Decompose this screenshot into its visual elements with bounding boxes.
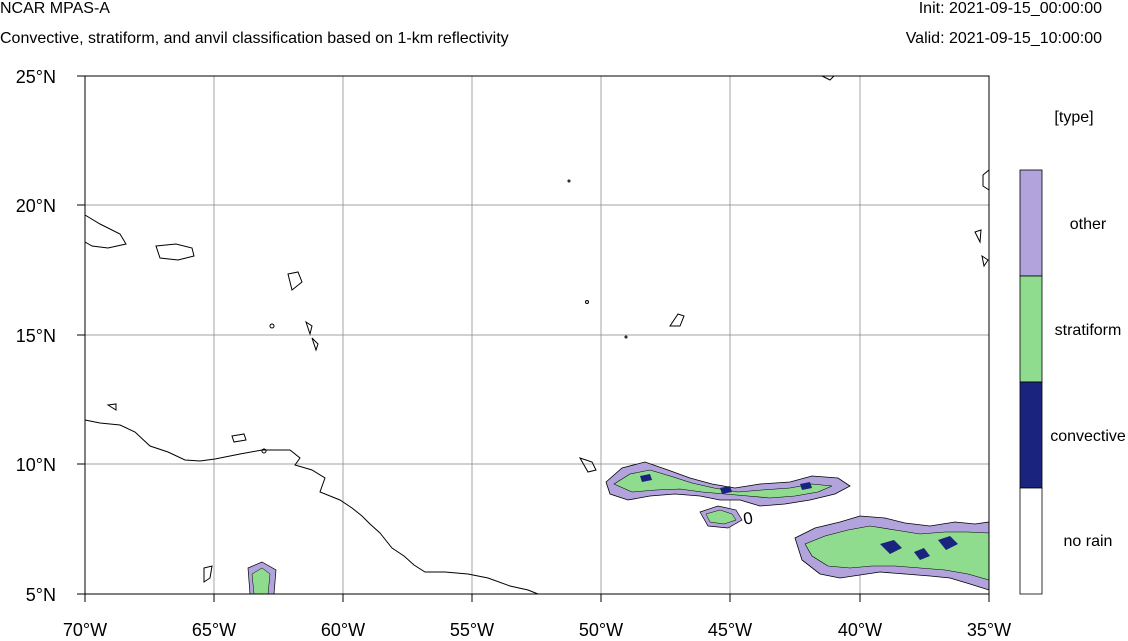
convective-area-band-2 (720, 486, 732, 494)
lon-label-65w: 65°W (192, 620, 236, 640)
coastlines (84, 75, 990, 595)
legend-label-other: other (1070, 216, 1107, 233)
convective-area-east-2 (938, 536, 958, 550)
coastline-island-12 (261, 448, 267, 454)
init-time: Init: 2021-09-15_00:00:00 (918, 0, 1102, 17)
lat-label-25n: 25°N (16, 67, 56, 87)
coastline-island-5 (821, 75, 836, 81)
grid-lines (85, 76, 989, 594)
legend-swatch-other (1019, 169, 1043, 277)
lat-label-5n: 5°N (26, 585, 56, 605)
lon-label-50w: 50°W (579, 620, 623, 640)
valid-time: Valid: 2021-09-15_10:00:00 (905, 30, 1102, 47)
coastline-island-8 (981, 254, 989, 268)
coastline-island-16 (624, 335, 628, 339)
stratiform-area-sw (251, 567, 271, 595)
legend-label-no-rain: no rain (1064, 533, 1113, 550)
convective-area-band-1 (640, 474, 652, 482)
legend-swatch-no-rain (1019, 487, 1043, 595)
lat-label-15n: 15°N (16, 326, 56, 346)
coastline-south-america (84, 419, 539, 595)
legend-label-stratiform: stratiform (1055, 322, 1122, 339)
lat-label-10n: 10°N (16, 455, 56, 475)
lon-labels: 70°W 65°W 60°W 55°W 50°W 45°W 40°W 35°W (63, 620, 1011, 640)
map-title: NCAR MPAS-A (0, 0, 110, 17)
coastline-island-7 (974, 229, 982, 244)
lon-label-70w: 70°W (63, 620, 107, 640)
lon-label-40w: 40°W (838, 620, 882, 640)
coastline-island-3 (305, 320, 313, 336)
tick-marks (77, 75, 990, 602)
lat-label-20n: 20°N (16, 196, 56, 216)
coastline-island-2 (311, 337, 319, 352)
coastline-island-1 (287, 271, 303, 291)
precip-areas (247, 461, 990, 595)
convective-area-east-3 (914, 548, 930, 560)
lon-label-55w: 55°W (450, 620, 494, 640)
coastline-trinidad (231, 433, 247, 443)
coastline-island-10 (578, 457, 597, 473)
coastline-island-6 (982, 168, 990, 191)
lon-label-35w: 35°W (967, 620, 1011, 640)
lat-labels: 25°N 20°N 15°N 10°N 5°N (16, 67, 56, 605)
coastline-island-9 (669, 313, 685, 327)
coastline-hispaniola (84, 214, 127, 249)
convective-area-east-1 (880, 540, 902, 554)
lon-label-45w: 45°W (708, 620, 752, 640)
coastline-island-15 (567, 179, 571, 183)
legend: [type] other stratiform convective no ra… (1019, 109, 1126, 595)
legend-swatch-convective (1019, 381, 1043, 489)
coastline-puerto-rico (155, 243, 195, 261)
legend-swatch-stratiform (1019, 275, 1043, 383)
lon-label-60w: 60°W (321, 620, 365, 640)
stratiform-area-small (705, 509, 737, 525)
contour-label: 0 (742, 508, 755, 528)
map-subtitle: Convective, stratiform, and anvil classi… (0, 30, 509, 47)
coastline-island-11 (203, 565, 213, 583)
stratiform-area-band (613, 469, 833, 499)
legend-title: [type] (1054, 109, 1093, 126)
legend-label-convective: convective (1050, 428, 1126, 445)
coastline-island-4 (106, 403, 117, 411)
coastline-island-14 (585, 300, 589, 304)
coastline-island-13 (269, 323, 275, 329)
convective-area-band-3 (800, 482, 812, 490)
